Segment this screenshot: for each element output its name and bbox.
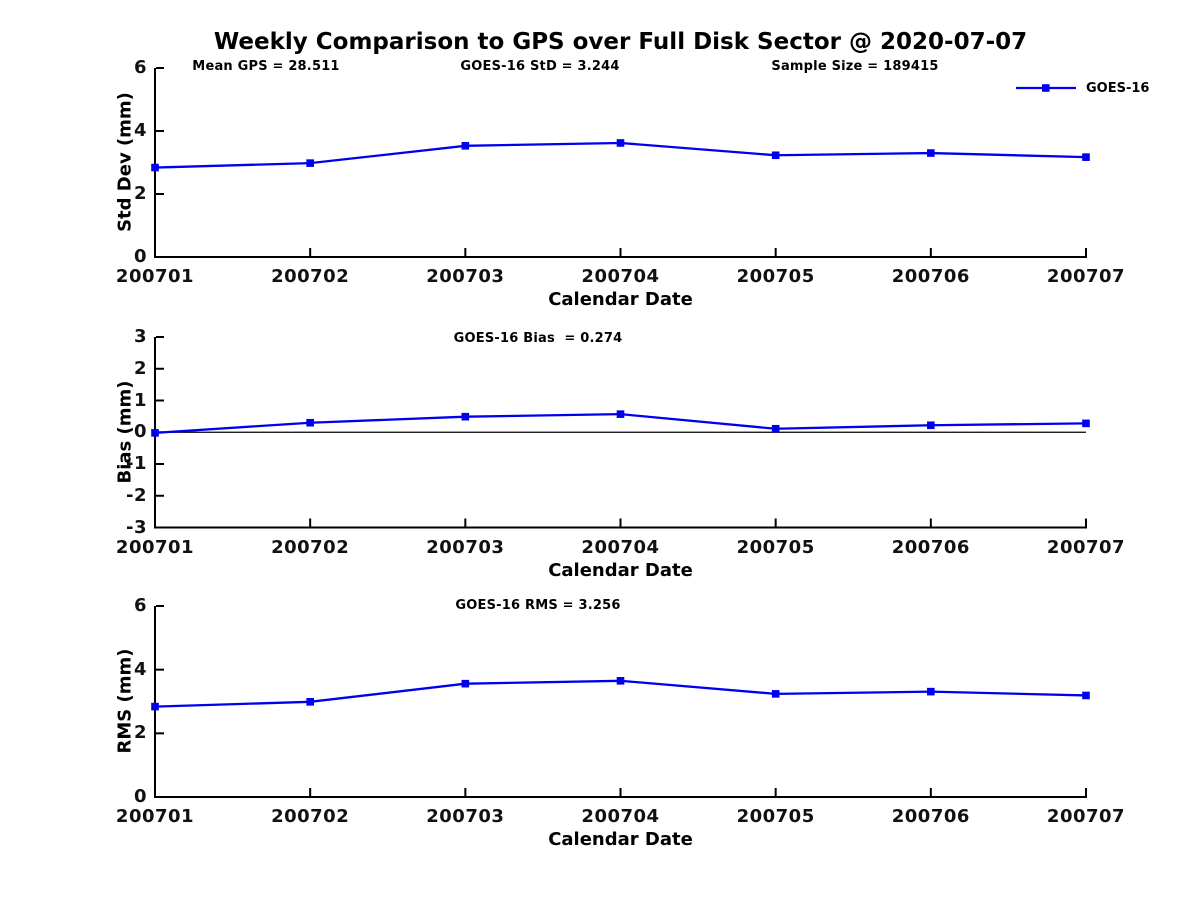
- data-point-marker: [1082, 153, 1090, 161]
- y-axis-label-rms: RMS (mm): [114, 648, 136, 754]
- data-point-marker: [927, 421, 935, 430]
- x-axis-label-2: Calendar Date: [548, 560, 693, 581]
- x-tick-label: 200705: [736, 537, 815, 558]
- data-point-marker: [1082, 419, 1090, 428]
- y-tick-label: 6: [133, 57, 147, 78]
- y-tick-label: 2: [133, 357, 147, 379]
- data-point-marker: [151, 429, 159, 437]
- data-line: [154, 679, 1087, 708]
- data-point-marker: [461, 142, 470, 150]
- data-point-marker: [306, 159, 314, 167]
- x-tick-label: 200707: [1046, 266, 1126, 287]
- legend: GOES-16: [1014, 80, 1149, 96]
- data-point-marker: [771, 690, 780, 698]
- y-tick-label: 3: [133, 326, 147, 347]
- x-tick-label: 200704: [581, 537, 660, 558]
- y-tick-label: 2: [133, 183, 147, 204]
- y-tick-label: -1: [126, 453, 147, 474]
- x-tick-label: 200706: [891, 266, 970, 287]
- annotation: Sample Size = 189415: [771, 59, 939, 74]
- figure-title: Weekly Comparison to GPS over Full Disk …: [213, 29, 1028, 55]
- annotation: GOES-16 RMS = 3.256: [455, 598, 621, 613]
- legend-line-sample-icon: [1016, 84, 1076, 92]
- x-tick-label: 200704: [581, 266, 660, 287]
- legend-label: GOES-16: [1086, 80, 1150, 96]
- data-point-marker: [771, 151, 780, 160]
- x-tick-label: 200706: [891, 537, 970, 558]
- annotation: GOES-16 Bias = 0.274: [453, 331, 623, 346]
- x-tick-label: 200703: [426, 537, 505, 558]
- data-point-marker: [927, 149, 935, 157]
- y-tick-label: 1: [133, 389, 147, 411]
- y-axis-label-stddev: Std Dev (mm): [114, 92, 136, 232]
- data-point-marker: [616, 139, 625, 147]
- x-tick-label: 200702: [271, 266, 350, 287]
- y-tick-label: -2: [126, 484, 147, 506]
- x-tick-label: 200703: [426, 266, 505, 287]
- x-tick-label: 200703: [426, 806, 505, 827]
- x-axis-label-1: Calendar Date: [548, 289, 693, 310]
- y-tick-label: 4: [133, 120, 147, 141]
- data-point-marker: [771, 424, 780, 433]
- x-tick-label: 200701: [115, 806, 195, 827]
- x-tick-label: 200702: [271, 806, 350, 827]
- x-tick-label: 200707: [1046, 537, 1126, 558]
- data-point-marker: [306, 418, 314, 427]
- y-tick-label: 6: [133, 595, 147, 616]
- data-point-marker: [616, 410, 625, 418]
- x-tick-label: 200705: [736, 806, 815, 827]
- annotation: GOES-16 StD = 3.244: [460, 59, 620, 74]
- data-point-marker: [1082, 691, 1090, 700]
- data-point-marker: [461, 412, 470, 421]
- data-point-marker: [306, 698, 314, 706]
- x-tick-label: 200705: [736, 266, 815, 287]
- data-point-marker: [151, 702, 159, 711]
- y-tick-label: 0: [133, 246, 147, 267]
- y-tick-label: 0: [133, 786, 147, 807]
- x-tick-label: 200701: [115, 537, 195, 558]
- x-tick-label: 200704: [581, 806, 660, 827]
- y-tick-label: 0: [133, 421, 147, 443]
- annotation: Mean GPS = 28.511: [192, 59, 340, 74]
- x-axis-label-3: Calendar Date: [548, 829, 693, 850]
- data-point-marker: [927, 687, 935, 696]
- x-tick-label: 200701: [115, 266, 195, 287]
- x-tick-label: 200702: [271, 537, 350, 558]
- y-tick-label: 4: [133, 658, 147, 680]
- x-tick-label: 200707: [1046, 806, 1126, 827]
- y-tick-label: -3: [126, 516, 147, 538]
- data-point-marker: [616, 677, 625, 685]
- x-tick-label: 200706: [891, 806, 970, 827]
- data-point-marker: [151, 163, 159, 172]
- y-tick-label: 2: [133, 722, 147, 744]
- data-point-marker: [461, 679, 470, 688]
